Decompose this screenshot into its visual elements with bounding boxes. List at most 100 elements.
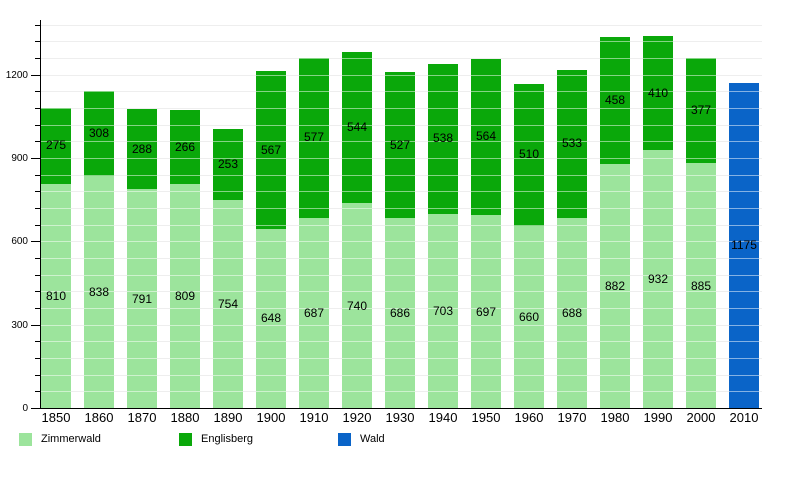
gridline-overlay	[40, 124, 762, 126]
bar-segment-zimmerwald-1900	[256, 228, 286, 409]
legend-label: Englisberg	[201, 433, 253, 445]
x-tick-label-1920: 1920	[342, 410, 372, 425]
bar-segment-englisberg-1870	[127, 109, 157, 190]
y-axis-minor-tick	[35, 41, 40, 43]
bar-value-label: 567	[260, 142, 282, 157]
x-tick-label-2000: 2000	[686, 410, 716, 425]
gridline-overlay	[40, 41, 762, 43]
bar-value-label: 686	[389, 306, 411, 321]
bar-segment-englisberg-1930	[385, 71, 415, 219]
bar-value-label: 791	[131, 291, 153, 306]
gridline-overlay	[40, 357, 762, 359]
bar-segment-englisberg-2000	[686, 58, 716, 164]
bar-value-label: 288	[131, 141, 153, 156]
legend-item-zimmerwald: Zimmerwald	[19, 433, 179, 446]
bar-segment-zimmerwald-1950	[471, 215, 501, 409]
bar-value-label: 533	[561, 136, 583, 151]
bar-segment-zimmerwald-1980	[600, 163, 630, 409]
bar-value-label: 932	[647, 272, 669, 287]
gridline-overlay	[40, 241, 762, 243]
bar-value-label: 275	[45, 138, 67, 153]
bar-value-label: 885	[690, 278, 712, 293]
gridline-overlay	[40, 74, 762, 76]
bar-segment-englisberg-1970	[557, 69, 587, 218]
y-axis-line	[40, 20, 41, 409]
bar-value-label: 544	[346, 120, 368, 135]
y-axis-minor-tick	[35, 291, 40, 293]
y-axis-major-tick	[31, 74, 40, 76]
gridline-overlay	[40, 291, 762, 293]
x-tick-label-1850: 1850	[41, 410, 71, 425]
y-tick-label: 300	[11, 319, 28, 331]
y-tick-label: 600	[11, 236, 28, 248]
x-tick-label-1870: 1870	[127, 410, 157, 425]
bar-value-label: 527	[389, 137, 411, 152]
bar-segment-zimmerwald-1880	[170, 184, 200, 409]
y-axis-minor-tick	[35, 341, 40, 343]
bar-value-label: 510	[518, 147, 540, 162]
bar-segment-wald-2010	[729, 82, 759, 409]
gridline-overlay	[40, 274, 762, 276]
bar-segment-englisberg-1920	[342, 52, 372, 204]
bar-segment-englisberg-1890	[213, 129, 243, 200]
y-axis-minor-tick	[35, 191, 40, 193]
gridline-overlay	[40, 307, 762, 309]
y-axis-minor-tick	[35, 24, 40, 26]
x-tick-label-1860: 1860	[84, 410, 114, 425]
bar-segment-englisberg-1900	[256, 71, 286, 229]
bar-value-label: 882	[604, 278, 626, 293]
bar-segment-englisberg-1850	[41, 107, 71, 184]
bar-segment-englisberg-1990	[643, 36, 673, 151]
bar-value-label: 697	[475, 304, 497, 319]
y-axis-minor-tick	[35, 207, 40, 209]
x-tick-label-1880: 1880	[170, 410, 200, 425]
x-tick-label-1970: 1970	[557, 410, 587, 425]
x-tick-label-1960: 1960	[514, 410, 544, 425]
gridline-overlay	[40, 257, 762, 259]
bar-value-label: 564	[475, 129, 497, 144]
bar-segment-zimmerwald-1910	[299, 218, 329, 409]
x-tick-label-1910: 1910	[299, 410, 329, 425]
x-tick-label-1980: 1980	[600, 410, 630, 425]
x-tick-label-1990: 1990	[643, 410, 673, 425]
bar-value-label: 660	[518, 309, 540, 324]
bar-segment-zimmerwald-1890	[213, 199, 243, 409]
bar-segment-zimmerwald-1870	[127, 189, 157, 409]
bar-value-label: 810	[45, 288, 67, 303]
y-axis-major-tick	[31, 157, 40, 159]
y-axis-major-tick	[31, 241, 40, 243]
gridline-overlay	[40, 174, 762, 176]
bar-segment-englisberg-1880	[170, 110, 200, 185]
bar-value-label: 838	[88, 285, 110, 300]
x-tick-label-2010: 2010	[729, 410, 759, 425]
bar-value-label: 740	[346, 298, 368, 313]
gridline-overlay	[40, 157, 762, 159]
bar-segment-zimmerwald-1860	[84, 176, 114, 409]
y-axis-minor-tick	[35, 174, 40, 176]
gridline-overlay	[40, 391, 762, 393]
y-axis-minor-tick	[35, 374, 40, 376]
x-tick-label-1940: 1940	[428, 410, 458, 425]
gridline-overlay	[40, 374, 762, 376]
y-axis-minor-tick	[35, 57, 40, 59]
y-axis-minor-tick	[35, 307, 40, 309]
y-axis-major-tick	[31, 324, 40, 326]
bar-segment-zimmerwald-1940	[428, 213, 458, 409]
y-axis-minor-tick	[35, 391, 40, 393]
bar-segment-zimmerwald-1930	[385, 218, 415, 409]
y-tick-label: 0	[22, 403, 28, 414]
gridline-overlay	[40, 141, 762, 143]
gridline-overlay	[40, 224, 762, 226]
y-axis-minor-tick	[35, 107, 40, 109]
gridline-overlay	[40, 24, 762, 26]
y-axis-minor-tick	[35, 257, 40, 259]
bar-value-label: 308	[88, 125, 110, 140]
x-tick-label-1950: 1950	[471, 410, 501, 425]
bar-segment-zimmerwald-1850	[41, 183, 71, 409]
y-tick-label: 900	[11, 152, 28, 164]
legend-swatch-englisberg	[179, 433, 192, 446]
bar-segment-zimmerwald-1990	[643, 150, 673, 409]
gridline-overlay	[40, 91, 762, 93]
bar-value-label: 1175	[731, 238, 757, 253]
